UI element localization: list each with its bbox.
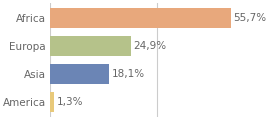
Text: 55,7%: 55,7%: [234, 13, 267, 23]
Bar: [50, 8, 231, 28]
Text: 18,1%: 18,1%: [111, 69, 144, 79]
Bar: [50, 92, 54, 112]
Bar: [50, 36, 131, 56]
Text: 24,9%: 24,9%: [134, 41, 167, 51]
Bar: [50, 64, 109, 84]
Text: 1,3%: 1,3%: [57, 97, 83, 107]
